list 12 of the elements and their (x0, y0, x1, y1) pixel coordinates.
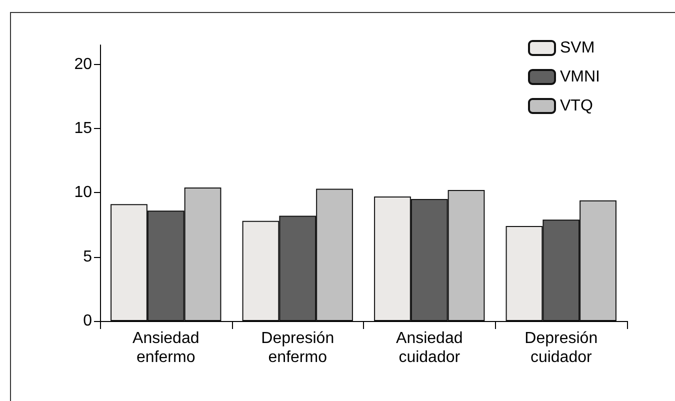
legend-label: SVM (560, 40, 595, 56)
y-tick-label: 0 (83, 312, 92, 330)
y-tick-label: 20 (74, 56, 92, 73)
y-tick-label: 10 (74, 184, 92, 202)
legend-label: VTQ (560, 98, 593, 114)
legend-label: VMNI (560, 68, 600, 86)
x-tick-label: Ansiedad cuidador (396, 330, 463, 366)
y-tick-label: 5 (83, 248, 92, 266)
x-tick-label: Ansiedad enfermo (132, 330, 200, 366)
x-tick-label: Depresión cuidador (524, 330, 598, 366)
y-tick-label: 15 (74, 120, 92, 137)
x-tick-label: Depresión enfermo (261, 330, 334, 366)
